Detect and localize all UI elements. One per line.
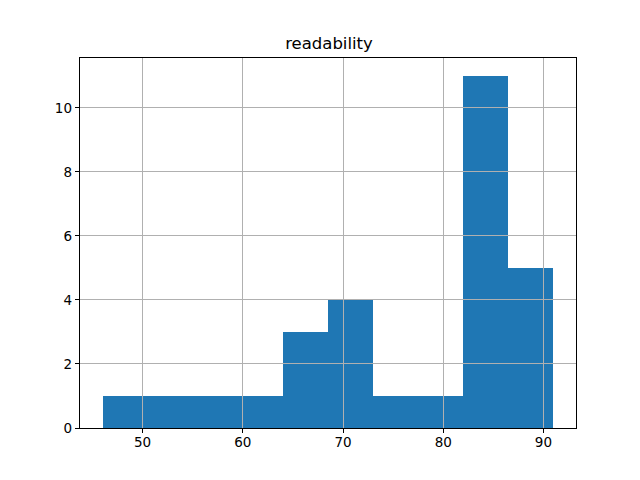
plot-area <box>79 57 577 429</box>
y-gridline <box>80 363 576 364</box>
x-tick-label: 70 <box>323 435 363 449</box>
y-tick-label: 4 <box>0 293 72 307</box>
y-tick-mark <box>75 171 79 172</box>
y-gridline <box>80 235 576 236</box>
y-tick-mark <box>75 107 79 108</box>
x-tick-mark <box>543 429 544 433</box>
y-tick-label: 10 <box>0 101 72 115</box>
x-gridline <box>242 58 243 428</box>
y-gridline <box>80 107 576 108</box>
chart-title: readability <box>80 34 578 54</box>
x-gridline <box>343 58 344 428</box>
y-tick-mark <box>75 235 79 236</box>
y-tick-label: 6 <box>0 229 72 243</box>
y-tick-mark <box>75 363 79 364</box>
y-tick-label: 2 <box>0 357 72 371</box>
y-tick-mark <box>75 428 79 429</box>
x-gridline <box>142 58 143 428</box>
x-gridline <box>443 58 444 428</box>
y-tick-label: 8 <box>0 165 72 179</box>
grid-layer <box>80 58 576 428</box>
x-tick-mark <box>343 429 344 433</box>
y-tick-mark <box>75 299 79 300</box>
x-tick-label: 90 <box>523 435 563 449</box>
x-tick-mark <box>242 429 243 433</box>
x-tick-mark <box>142 429 143 433</box>
x-gridline <box>543 58 544 428</box>
figure: readability 50 60 70 80 90 0 2 4 6 8 10 <box>0 0 640 480</box>
y-gridline <box>80 299 576 300</box>
x-tick-label: 60 <box>223 435 263 449</box>
x-tick-mark <box>443 429 444 433</box>
y-tick-label: 0 <box>0 421 72 435</box>
y-gridline <box>80 171 576 172</box>
x-tick-label: 80 <box>423 435 463 449</box>
x-tick-label: 50 <box>123 435 163 449</box>
